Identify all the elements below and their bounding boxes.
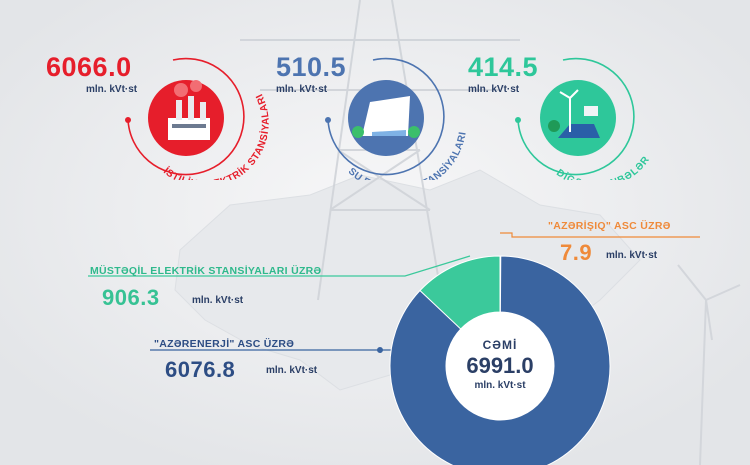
renewables-icon — [548, 89, 600, 138]
total-value: 6991.0 — [466, 353, 534, 378]
hydro-badge: SU ELEKTRİK STANSİYALARI — [325, 57, 468, 180]
azerishiq-leader-line — [500, 232, 700, 238]
total-unit: mln. kVt·st — [474, 380, 526, 391]
other-badge: DİGƏR MƏNBƏLƏR — [515, 57, 651, 180]
donut-hole — [446, 312, 554, 420]
thermal-source-group: 6066.0 — [46, 52, 132, 83]
other-arc-dot — [515, 117, 521, 123]
wind-turbine-icon — [677, 264, 741, 465]
other-unit: mln. kVt·st — [468, 84, 520, 95]
donut-slices — [389, 255, 611, 465]
total-label: CƏMİ — [482, 338, 518, 352]
thermal-arc-dot — [125, 117, 131, 123]
independent-label: MÜSTƏQİL ELEKTRİK STANSİYALARI ÜZRƏ — [90, 265, 322, 277]
hydro-arc-dot — [325, 117, 331, 123]
hydro-value: 510.5 — [276, 52, 347, 82]
hydro-dam-icon — [352, 96, 420, 138]
hydro-unit: mln. kVt·st — [276, 84, 328, 95]
azerishiq-value: 7.9 — [560, 240, 593, 265]
hydro-arc — [327, 57, 445, 176]
thermal-badge: İSTİLİK ELEKTRİK STANSİYALARI — [125, 57, 271, 180]
azerenerji-value: 6076.8 — [165, 357, 236, 382]
azerenerji-unit: mln. kVt·st — [266, 365, 318, 376]
independent-unit: mln. kVt·st — [192, 295, 244, 306]
thermal-value: 6066.0 — [46, 52, 132, 82]
other-value: 414.5 — [468, 52, 539, 82]
thermal-plant-icon — [168, 80, 210, 140]
other-arc — [517, 57, 635, 176]
azerenerji-label: "AZƏRENERJİ" ASC ÜZRƏ — [154, 338, 295, 350]
azerishiq-label: "AZƏRİŞIQ" ASC ÜZRƏ — [548, 220, 671, 232]
independent-value: 906.3 — [102, 285, 160, 310]
azerenerji-leader-dot — [377, 347, 383, 353]
independent-leader-line — [88, 255, 471, 277]
thermal-arc — [127, 57, 245, 176]
thermal-unit: mln. kVt·st — [86, 84, 138, 95]
azerishiq-unit: mln. kVt·st — [606, 250, 658, 261]
